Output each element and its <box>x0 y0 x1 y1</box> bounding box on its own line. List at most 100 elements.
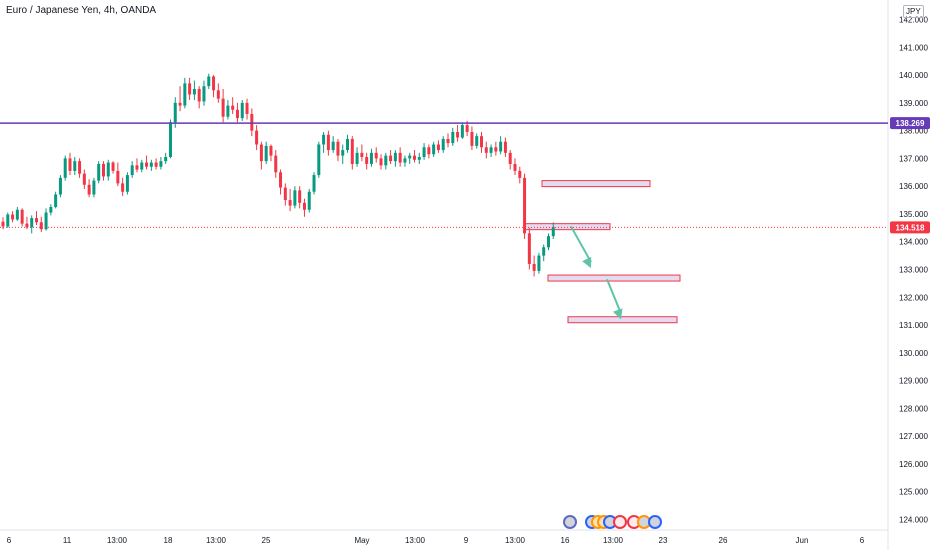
candle <box>25 216 29 230</box>
candle-body <box>49 207 53 213</box>
candle <box>106 159 110 181</box>
target-zone[interactable] <box>541 180 651 188</box>
candle <box>68 152 72 176</box>
candle <box>408 152 412 164</box>
candle-body <box>168 122 172 157</box>
candle-body <box>154 162 158 167</box>
candle-body <box>245 102 249 114</box>
candle <box>178 86 182 112</box>
last-price-label: 134.518 <box>896 223 925 232</box>
candle <box>427 144 431 159</box>
candle-body <box>499 141 503 152</box>
candle <box>63 155 67 181</box>
x-tick-label: 16 <box>561 536 570 545</box>
candle-body <box>121 183 125 192</box>
candle <box>188 77 192 101</box>
candle-body <box>475 136 479 146</box>
candle-body <box>417 157 421 160</box>
candle <box>518 166 522 184</box>
candle-body <box>413 155 417 160</box>
candle <box>513 158 517 176</box>
y-tick-label: 134.000 <box>899 238 928 247</box>
candle <box>336 138 340 162</box>
candle-body <box>78 161 82 174</box>
candle-body <box>207 76 211 87</box>
event-icon[interactable] <box>613 515 627 529</box>
candle <box>54 191 58 209</box>
candle <box>384 152 388 170</box>
candle <box>116 162 120 187</box>
candle-body <box>259 144 263 162</box>
candle-body <box>183 83 187 106</box>
candle <box>527 227 531 270</box>
candle <box>135 158 139 173</box>
candle <box>503 137 507 157</box>
candle-body <box>451 132 455 144</box>
candle-body <box>240 102 244 119</box>
target-zone[interactable] <box>524 223 611 231</box>
candle <box>269 144 273 162</box>
candle-body <box>317 144 321 176</box>
candle <box>97 161 101 184</box>
candle <box>326 130 330 156</box>
candle-body <box>39 222 43 230</box>
candle <box>489 144 493 157</box>
candle-body <box>527 233 531 264</box>
candle <box>441 136 445 153</box>
candle-body <box>508 152 512 164</box>
economic-events-strip[interactable] <box>563 515 662 529</box>
candle <box>523 173 527 239</box>
currency-badge[interactable]: JPY <box>903 5 924 18</box>
candle <box>145 155 149 170</box>
candle-body <box>226 105 230 117</box>
event-icon[interactable] <box>648 515 662 529</box>
candle-body <box>101 163 105 177</box>
candle <box>264 141 268 164</box>
candle-body <box>480 136 483 148</box>
candle <box>212 75 216 98</box>
candle <box>312 172 316 195</box>
candle-body <box>178 102 182 106</box>
candle-body <box>384 155 388 166</box>
y-tick-label: 128.000 <box>899 404 928 413</box>
candle <box>15 207 19 221</box>
candle-body <box>355 152 359 164</box>
candle-body <box>365 157 369 164</box>
candle-body <box>398 152 402 163</box>
candle <box>542 244 546 262</box>
event-icon[interactable] <box>563 515 577 529</box>
y-tick-label: 135.000 <box>899 210 928 219</box>
candle-body <box>111 162 115 171</box>
candle <box>360 144 364 162</box>
candle <box>283 183 287 206</box>
candle-body <box>173 102 177 123</box>
candle <box>446 133 450 148</box>
candle-body <box>44 212 48 230</box>
candle <box>417 152 421 164</box>
projection-arrow[interactable] <box>570 225 592 269</box>
candle <box>413 150 417 163</box>
candle-body <box>293 190 297 206</box>
candle-body <box>346 138 350 151</box>
candle-body <box>231 105 235 110</box>
target-zone[interactable] <box>547 274 681 282</box>
candle-body <box>523 177 527 234</box>
candle-body <box>307 191 311 210</box>
candle-body <box>87 184 91 195</box>
y-tick-label: 138.000 <box>899 127 928 136</box>
candle <box>499 136 503 155</box>
projection-arrow[interactable] <box>606 278 623 320</box>
candle-body <box>92 180 96 195</box>
candle-body <box>456 132 460 138</box>
candle-body <box>30 218 34 228</box>
candle <box>183 77 187 109</box>
candle <box>403 155 407 167</box>
candle-body <box>518 170 522 178</box>
target-zone[interactable] <box>567 316 678 324</box>
candle-body <box>298 190 302 203</box>
candle-body <box>73 161 77 171</box>
x-tick-label: 13:00 <box>603 536 624 545</box>
arrow-shaft <box>606 278 622 314</box>
candle <box>288 188 292 212</box>
